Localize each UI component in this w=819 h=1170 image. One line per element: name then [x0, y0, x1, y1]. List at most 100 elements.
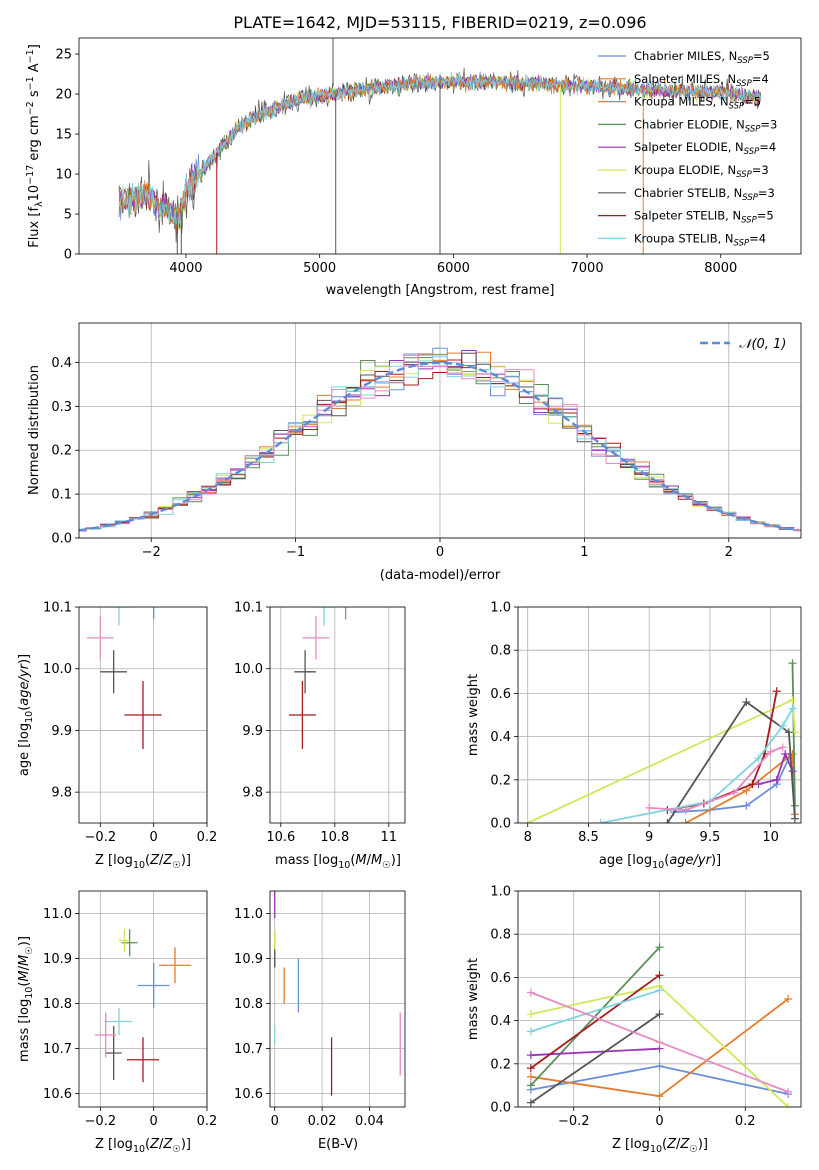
- x-tick-label: 11: [381, 830, 398, 845]
- x-tick-label: 0: [150, 830, 158, 845]
- axes-frame: [78, 606, 208, 824]
- plot-area: [526, 943, 793, 1107]
- x-tick-label: −0.2: [85, 1114, 117, 1129]
- legend-label: Salpeter MILES, NSSP=4: [634, 72, 769, 89]
- y-axis-label: mass weight: [466, 958, 481, 1040]
- legend-tail: =4: [752, 72, 769, 86]
- label-part: 10: [24, 711, 35, 723]
- legend-sub: SSP: [742, 193, 758, 203]
- label-part: /: [17, 965, 32, 970]
- y-axis-label: mass weight: [466, 674, 481, 756]
- y-tick-label: 0.8: [490, 644, 511, 659]
- legend-name: Chabrier ELODIE, N: [634, 117, 745, 131]
- legend-label: Chabrier MILES, NSSP=5: [634, 49, 770, 66]
- label-part: ☉: [689, 1144, 698, 1155]
- figure-title: PLATE=1642, MJD=53115, FIBERID=0219, z=0…: [233, 13, 646, 32]
- label-part: −17: [25, 165, 36, 185]
- label-part: mass [log: [275, 853, 338, 868]
- y-tick-label: 1.0: [490, 601, 511, 616]
- label-part: age [log: [599, 853, 652, 868]
- legend-sub: SSP: [736, 170, 752, 180]
- x-tick-label: 10.6: [266, 830, 295, 845]
- legend-tail: =3: [752, 163, 769, 177]
- legend-label: Kroupa ELODIE, NSSP=3: [634, 163, 769, 180]
- panel-3: 10.6 10.8 11 9.8 9.9 10.0 10.1: [234, 601, 406, 845]
- legend-label: Salpeter ELODIE, NSSP=4: [634, 140, 776, 157]
- label-part: Z [log: [95, 853, 133, 868]
- x-tick-label: 8000: [704, 261, 737, 276]
- panel-0: 4000 5000 6000 7000 8000 0 5 10 15 20 25: [55, 37, 802, 276]
- y-tick-label: 15: [55, 128, 72, 143]
- x-tick-label: 1: [580, 545, 588, 560]
- histogram-series: [79, 359, 801, 531]
- y-tick-label: 10.7: [234, 1042, 263, 1057]
- mass-weight-line: [673, 757, 790, 814]
- label-part: ☉: [172, 860, 181, 871]
- x-axis-label: Z [log10(Z/Z☉)]: [95, 1137, 191, 1155]
- legend-name: Kroupa MILES, N: [634, 95, 729, 109]
- label-part: M: [371, 853, 382, 868]
- label-part: Z: [162, 853, 173, 868]
- legend-name: Chabrier STELIB, N: [634, 186, 742, 200]
- axes-frame: [517, 890, 802, 1108]
- label-part: )]: [17, 654, 32, 664]
- label-part: )]: [17, 936, 32, 946]
- label-part: 10: [338, 860, 350, 871]
- legend-sub: SSP: [737, 56, 753, 66]
- label-part: ]: [27, 44, 42, 49]
- legend-tail: =3: [760, 117, 777, 131]
- y-tick-label: 9.8: [51, 786, 72, 801]
- x-tick-label: 8.5: [578, 830, 599, 845]
- legend-sub: SSP: [734, 238, 750, 248]
- label-part: (: [145, 853, 150, 868]
- legend-label: Kroupa MILES, NSSP=5: [634, 95, 761, 112]
- legend-name: Salpeter STELIB, N: [634, 209, 741, 223]
- y-tick-label: 0.4: [490, 730, 511, 745]
- label-part: −2: [25, 101, 36, 115]
- label-part: (: [350, 853, 355, 868]
- x-tick-label: 10: [762, 830, 779, 845]
- y-tick-label: 10.7: [43, 1042, 72, 1057]
- y-tick-label: 0.0: [490, 817, 511, 832]
- panel-5: −0.2 0 0.2 10.6 10.7 10.8 10.9 11.0: [43, 890, 217, 1129]
- label-part: 10: [24, 987, 35, 999]
- plot-area: [288, 607, 347, 749]
- legend-tail: =5: [744, 95, 761, 109]
- y-tick-label: 9.9: [242, 724, 263, 739]
- legend-tail: =4: [749, 231, 766, 245]
- legend-label: Chabrier ELODIE, NSSP=3: [634, 117, 777, 134]
- label-part: M: [355, 853, 366, 868]
- x-tick-label: 0: [436, 545, 444, 560]
- label-part: mass [log: [17, 999, 32, 1062]
- x-tick-label: −2: [142, 545, 161, 560]
- plot-area: [87, 607, 162, 749]
- label-part: )]: [181, 853, 191, 868]
- legend-tail: =5: [757, 209, 774, 223]
- y-tick-label: 0.6: [490, 971, 511, 986]
- label-part: mass weight: [466, 674, 481, 756]
- mass-weight-line: [530, 1013, 661, 1104]
- y-tick-label: 10.1: [43, 601, 72, 616]
- x-tick-label: 7000: [571, 261, 604, 276]
- panel-2: −0.2 0 0.2 9.8 9.9 10.0 10.1: [43, 601, 217, 846]
- x-tick-label: 0: [150, 1114, 158, 1129]
- x-axis-label: mass [log10(M/M☉)]: [275, 853, 401, 871]
- y-tick-label: 0.2: [490, 1057, 511, 1072]
- mass-weight-line: [530, 989, 660, 1033]
- label-part: age/yr: [669, 853, 712, 868]
- y-tick-label: 10.0: [234, 662, 263, 677]
- label-part: λ: [34, 201, 45, 207]
- label-part: (data-model)/error: [380, 568, 501, 583]
- label-part: )]: [698, 1137, 708, 1152]
- y-tick-label: 0.0: [51, 532, 72, 547]
- x-tick-label: 0: [655, 1114, 663, 1129]
- x-tick-label: 0.02: [308, 1114, 337, 1129]
- legend-sub: SSP: [736, 79, 752, 89]
- x-tick-label: 4000: [169, 261, 202, 276]
- mass-weight-line: [758, 751, 794, 785]
- label-part: s: [27, 90, 42, 101]
- label-part: erg cm: [27, 115, 42, 164]
- legend-sub: SSP: [744, 147, 760, 157]
- y-tick-label: 10.6: [43, 1087, 72, 1102]
- y-tick-label: 0.4: [51, 356, 72, 371]
